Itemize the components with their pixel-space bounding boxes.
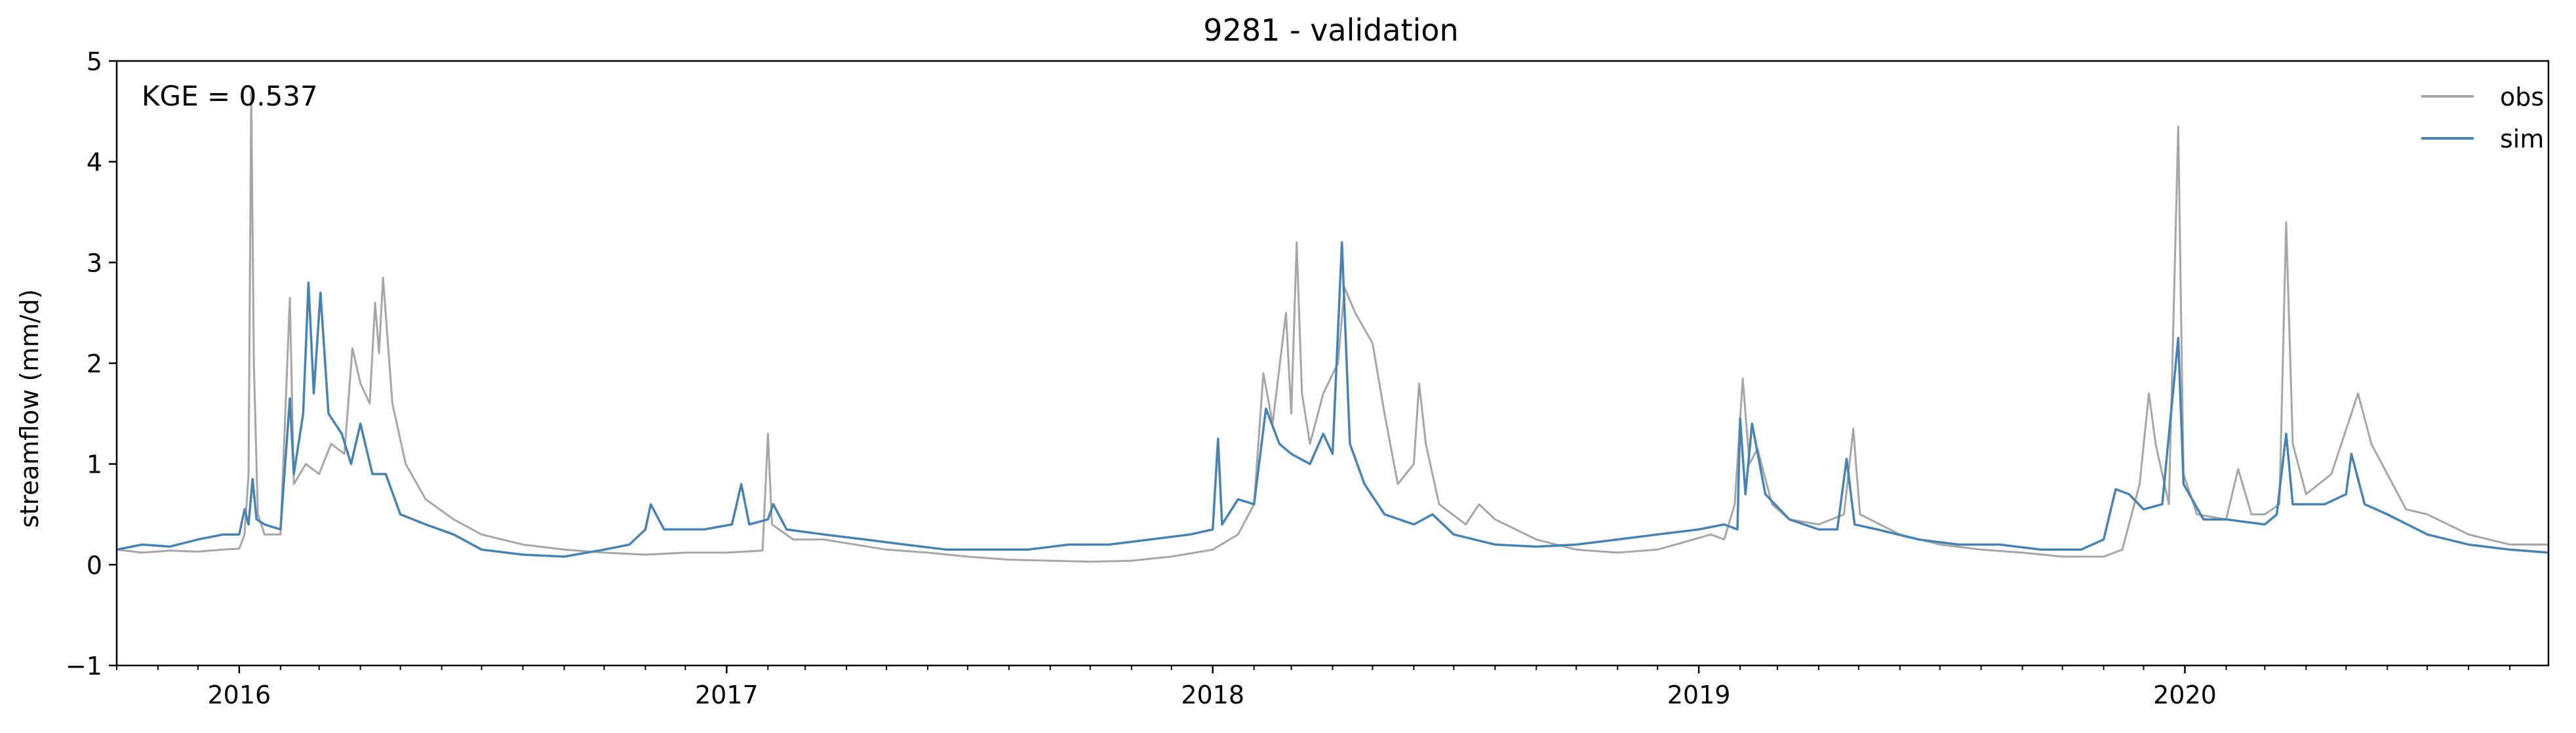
series-line-obs — [116, 90, 2548, 563]
plot-lines — [116, 90, 2549, 563]
chart-title: 9281 - validation — [1203, 12, 1458, 48]
y-tick-label: 2 — [87, 349, 102, 378]
y-axis-ticks: −1 0 1 2 3 4 5 — [66, 47, 117, 681]
x-tick-label: 2017 — [695, 681, 759, 709]
y-tick-label: 5 — [87, 47, 102, 76]
legend: obs sim — [2421, 83, 2544, 153]
x-tick-label: 2020 — [2153, 681, 2217, 709]
y-axis-label: streamflow (mm/d) — [15, 289, 44, 528]
y-tick-label: 4 — [87, 148, 102, 177]
x-tick-label: 2018 — [1181, 681, 1244, 709]
legend-label-sim: sim — [2500, 125, 2544, 153]
x-tick-label: 2016 — [208, 681, 271, 709]
y-tick-label: 0 — [87, 551, 102, 580]
plot-frame — [115, 60, 2550, 667]
kge-annotation: KGE = 0.537 — [142, 80, 318, 112]
legend-label-obs: obs — [2500, 83, 2544, 111]
y-tick-label: −1 — [66, 652, 102, 681]
series-line-sim — [116, 241, 2549, 558]
x-axis-ticks: 2016 2017 2018 2019 2020 — [116, 665, 2511, 709]
x-tick-label: 2019 — [1667, 681, 1731, 709]
y-tick-label: 1 — [87, 450, 102, 479]
y-tick-label: 3 — [87, 248, 102, 277]
